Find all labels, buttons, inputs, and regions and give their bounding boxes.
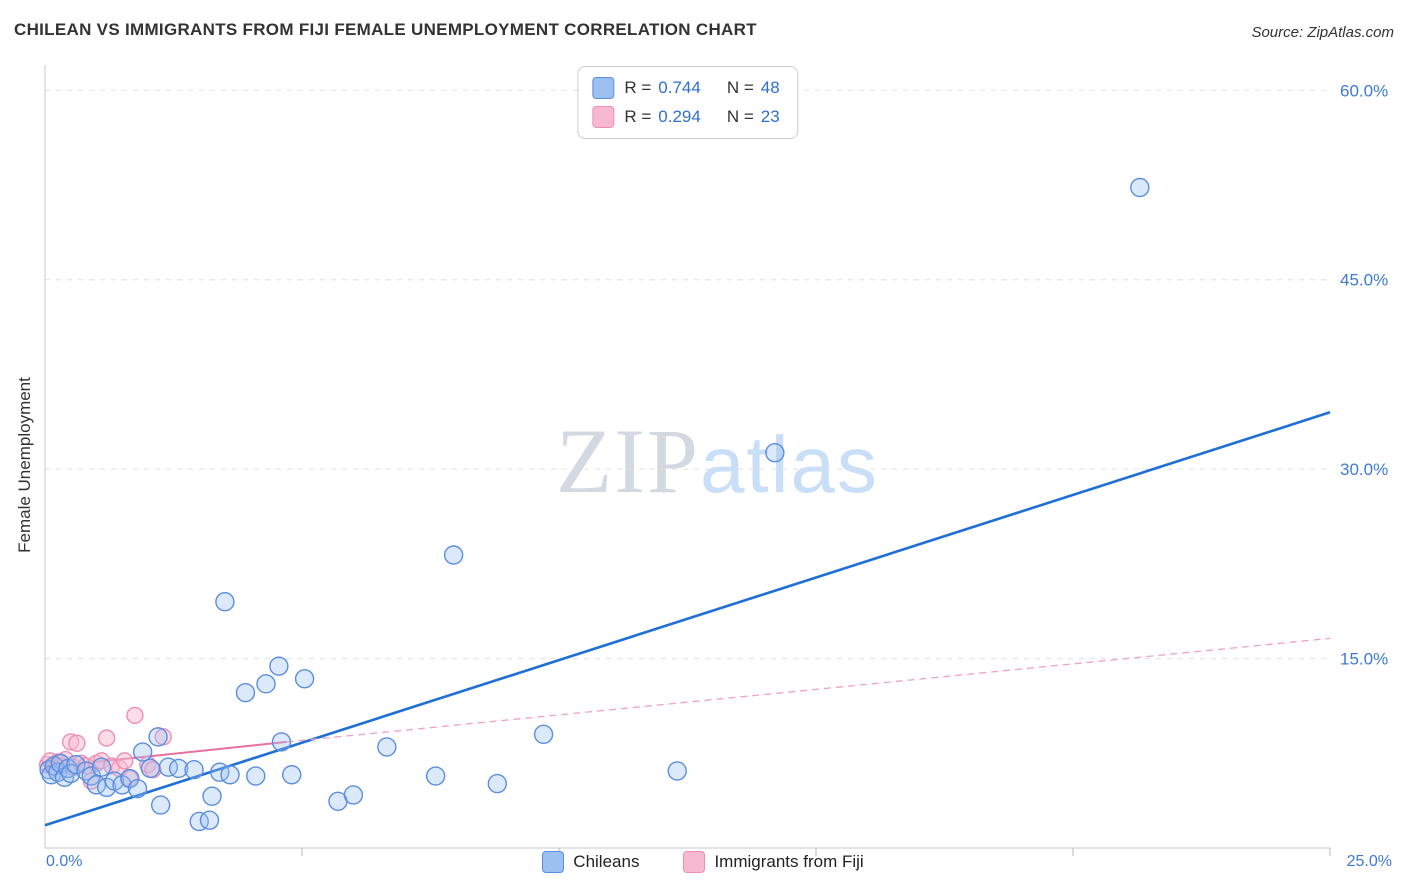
data-point-chilean [271,732,292,752]
data-point-chilean [282,765,302,785]
y-tick-label: 15.0% [1340,650,1388,669]
x-axis-max-label: 25.0% [1346,853,1392,870]
legend-row-chileans: R = 0.744 N = 48 [592,77,780,99]
legend-row-fiji: R = 0.294 N = 23 [592,106,780,128]
fiji-swatch [683,851,706,873]
series-legend: Chileans Immigrants from Fiji [0,851,1406,873]
legend-item-fiji: Immigrants from Fiji [683,851,864,873]
r-value: 0.294 [658,107,701,126]
data-point-chilean [215,592,235,612]
watermark: ZIPatlas [556,410,879,512]
data-point-chilean [533,724,554,745]
data-point-chilean [66,754,86,775]
n-label: N = [726,107,754,126]
n-value: 23 [760,107,780,126]
data-point-chilean [168,758,189,779]
y-axis-title: Female Unemployment [15,377,34,553]
data-point-chilean [127,778,148,799]
r-label: R = [624,78,652,97]
data-point-chilean [150,795,171,815]
data-point-chilean [184,760,204,780]
data-point-chilean [269,656,289,676]
chileans-swatch [592,77,615,99]
data-point-chilean [294,669,315,689]
fiji-swatch [592,106,615,128]
legend-item-label: Immigrants from Fiji [714,852,864,871]
data-point-chilean [96,777,117,798]
data-point-chilean [189,811,209,832]
y-tick-label: 60.0% [1340,81,1388,100]
y-tick-label: 30.0% [1340,460,1388,479]
data-point-chilean [158,757,179,777]
data-point-chilean [343,785,364,805]
chileans-swatch [542,851,565,873]
data-point-chilean [487,773,508,794]
data-point-chilean [765,443,785,463]
n-value: 48 [760,78,780,97]
data-point-chilean [120,768,140,789]
r-value: 0.744 [658,78,701,97]
data-point-chilean [256,674,276,694]
data-point-chilean [112,775,132,795]
r-label: R = [624,107,652,126]
trend-line-chileans [44,411,1331,827]
data-point-fiji [126,706,144,725]
data-point-chilean [667,761,687,781]
n-label: N = [726,78,754,97]
y-tick-label: 45.0% [1340,271,1388,290]
trend-line-fiji [286,637,1331,743]
data-point-chilean [132,742,153,762]
data-point-chilean [1130,177,1150,198]
data-point-chilean [443,545,464,565]
data-point-chilean [202,786,222,806]
page-title: CHILEAN VS IMMIGRANTS FROM FIJI FEMALE U… [14,20,757,39]
data-point-chilean [199,810,220,830]
data-point-chilean [235,682,256,703]
data-point-chilean [91,757,112,777]
data-point-chilean [246,766,266,786]
data-point-chilean [425,766,446,786]
data-point-chilean [140,758,161,779]
data-point-chilean [148,727,168,747]
data-point-chilean [377,737,397,757]
x-axis-min-label: 0.0% [46,853,83,870]
legend-item-label: Chileans [573,852,640,871]
data-point-fiji [121,769,139,788]
legend-item-chileans: Chileans [542,851,639,873]
data-point-fiji [68,734,86,752]
correlation-legend: R = 0.744 N = 48 R = 0.294 N = 23 [577,66,799,139]
data-point-fiji [115,752,134,770]
source-attribution: Source: ZipAtlas.com [1251,24,1394,41]
data-point-fiji [97,729,116,747]
data-point-chilean [220,765,240,785]
